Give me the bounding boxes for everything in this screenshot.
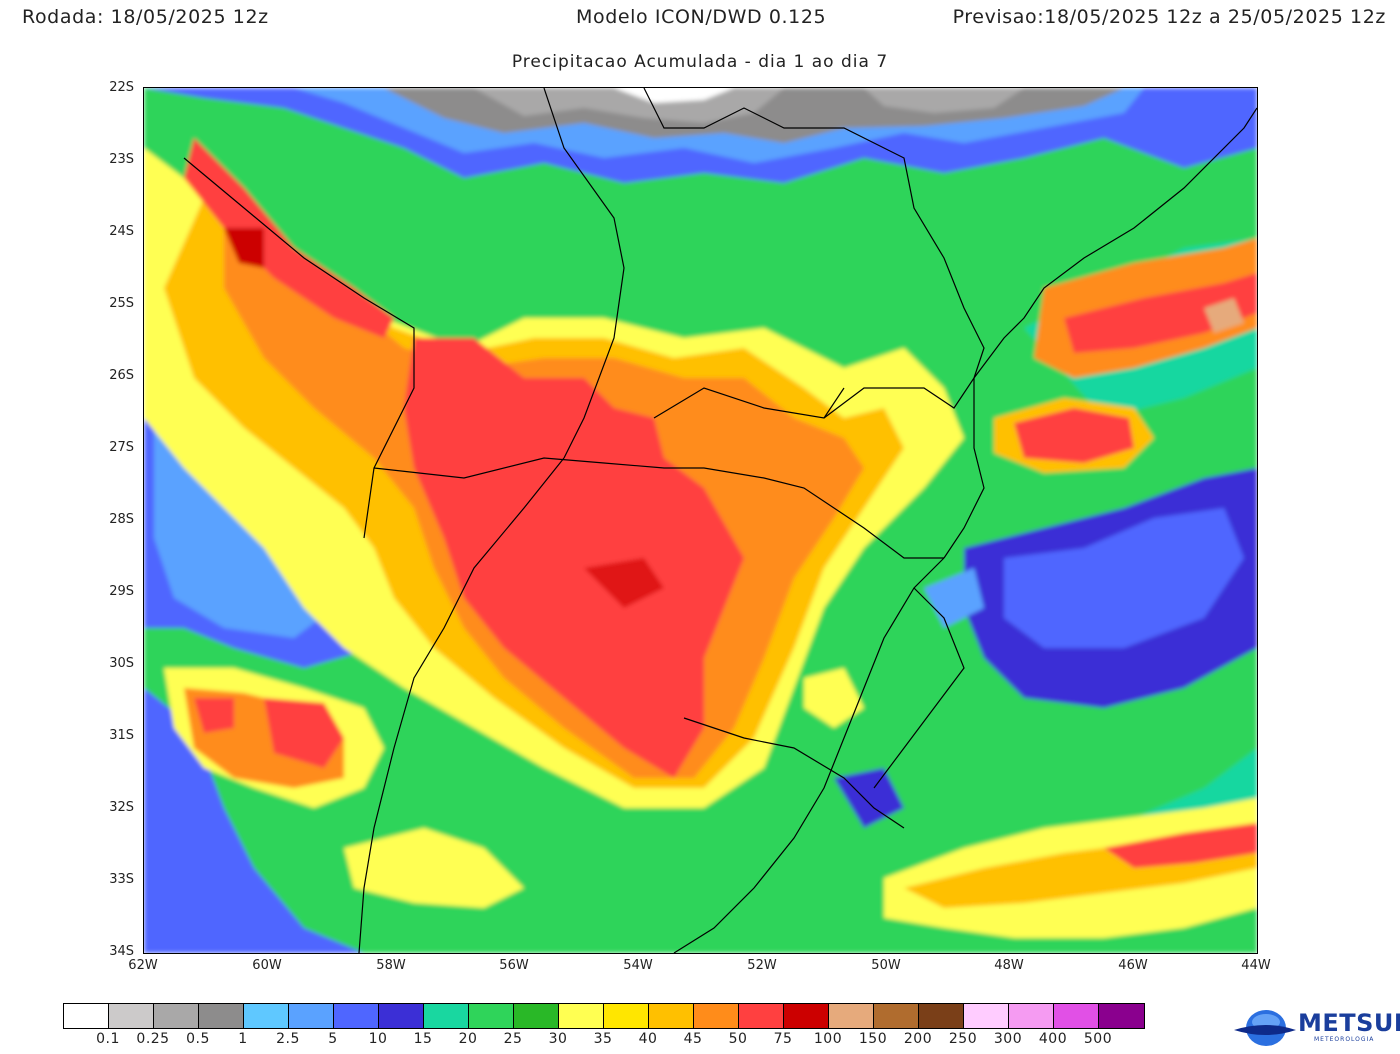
- run-label: Rodada:: [22, 6, 104, 28]
- lat-label: 25S: [109, 296, 134, 311]
- logo-tagline: METEOROLOGIA: [1314, 1036, 1375, 1043]
- colorbar-swatch: [964, 1004, 1009, 1028]
- lat-label: 33S: [109, 872, 134, 887]
- colorbar-swatch: [649, 1004, 694, 1028]
- colorbar-tick-label: 0.5: [186, 1031, 210, 1047]
- lat-label: 28S: [109, 512, 134, 527]
- colorbar-swatch: [784, 1004, 829, 1028]
- colorbar-swatch: [1009, 1004, 1054, 1028]
- colorbar-tick-label: 15: [413, 1031, 433, 1047]
- colorbar-swatch: [739, 1004, 784, 1028]
- precipitation-map: [143, 87, 1258, 954]
- forecast-info: Previsao:18/05/2025 12z a 25/05/2025 12z: [953, 6, 1386, 28]
- colorbar-tick-label: 40: [638, 1031, 658, 1047]
- lat-label: 29S: [109, 584, 134, 599]
- colorbar-tick-label: 200: [903, 1031, 933, 1047]
- colorbar-swatch: [64, 1004, 109, 1028]
- lon-label: 48W: [994, 958, 1024, 973]
- colorbar-tick-label: 300: [993, 1031, 1023, 1047]
- colorbar-swatch: [514, 1004, 559, 1028]
- metsul-logo: METSUL METEOROLOGIA: [1232, 1006, 1400, 1050]
- lat-label: 26S: [109, 368, 134, 383]
- boundary-lines: [183, 88, 1257, 953]
- colorbar-swatch: [289, 1004, 334, 1028]
- lon-label: 46W: [1118, 958, 1148, 973]
- colorbar-tick-label: 500: [1083, 1031, 1113, 1047]
- colorbar-tick-label: 2.5: [276, 1031, 300, 1047]
- lon-label: 56W: [499, 958, 529, 973]
- lat-label: 34S: [109, 944, 134, 959]
- colorbar-swatch: [469, 1004, 514, 1028]
- colorbar-swatch: [424, 1004, 469, 1028]
- forecast-value: 18/05/2025 12z a 25/05/2025 12z: [1044, 6, 1386, 28]
- colorbar-tick-label: 50: [728, 1031, 748, 1047]
- lon-label: 54W: [623, 958, 653, 973]
- lat-label: 24S: [109, 224, 134, 239]
- lat-label: 27S: [109, 440, 134, 455]
- colorbar-swatch: [874, 1004, 919, 1028]
- forecast-label: Previsao:: [952, 6, 1045, 28]
- colorbar-swatch: [199, 1004, 244, 1028]
- lon-label: 52W: [747, 958, 777, 973]
- colorbar-tick-label: 10: [368, 1031, 388, 1047]
- colorbar-tick-label: 150: [858, 1031, 888, 1047]
- colorbar-tick-label: 75: [773, 1031, 793, 1047]
- map-subtitle: Precipitacao Acumulada - dia 1 ao dia 7: [511, 52, 889, 72]
- colorbar-tick-label: 20: [458, 1031, 478, 1047]
- precip-field: [144, 88, 1257, 953]
- lat-label: 30S: [109, 656, 134, 671]
- colorbar-tick-label: 1: [238, 1031, 248, 1047]
- colorbar-tick-label: 25: [503, 1031, 523, 1047]
- colorbar-tick-label: 45: [683, 1031, 703, 1047]
- run-info: Rodada: 18/05/2025 12z: [22, 6, 269, 28]
- precip-colorbar: [63, 1003, 1145, 1029]
- logo-wordmark: METSUL: [1298, 1009, 1400, 1037]
- lon-label: 60W: [252, 958, 282, 973]
- lon-label: 44W: [1241, 958, 1271, 973]
- colorbar-swatch: [604, 1004, 649, 1028]
- colorbar-swatch: [334, 1004, 379, 1028]
- colorbar-tick-label: 30: [548, 1031, 568, 1047]
- colorbar-swatch: [109, 1004, 154, 1028]
- colorbar-swatch: [919, 1004, 964, 1028]
- globe-icon: [1234, 1010, 1296, 1046]
- colorbar-swatch: [1054, 1004, 1099, 1028]
- lat-label: 31S: [109, 728, 134, 743]
- colorbar-tick-label: 5: [328, 1031, 338, 1047]
- lat-label: 23S: [109, 152, 134, 167]
- colorbar-swatch: [1099, 1004, 1144, 1028]
- colorbar-tick-label: 0.1: [96, 1031, 120, 1047]
- run-value: 18/05/2025 12z: [110, 6, 269, 28]
- lon-label: 62W: [128, 958, 158, 973]
- model-title: Modelo ICON/DWD 0.125: [576, 6, 827, 28]
- colorbar-swatch: [694, 1004, 739, 1028]
- lon-label: 50W: [871, 958, 901, 973]
- lon-label: 58W: [376, 958, 406, 973]
- colorbar-tick-label: 400: [1038, 1031, 1068, 1047]
- colorbar-tick-label: 0.25: [136, 1031, 170, 1047]
- colorbar-tick-label: 35: [593, 1031, 613, 1047]
- lat-label: 22S: [109, 80, 134, 95]
- colorbar-swatch: [829, 1004, 874, 1028]
- colorbar-tick-label: 100: [813, 1031, 843, 1047]
- colorbar-swatch: [379, 1004, 424, 1028]
- colorbar-swatch: [559, 1004, 604, 1028]
- colorbar-swatch: [154, 1004, 199, 1028]
- colorbar-tick-label: 250: [948, 1031, 978, 1047]
- colorbar-swatch: [244, 1004, 289, 1028]
- lat-label: 32S: [109, 800, 134, 815]
